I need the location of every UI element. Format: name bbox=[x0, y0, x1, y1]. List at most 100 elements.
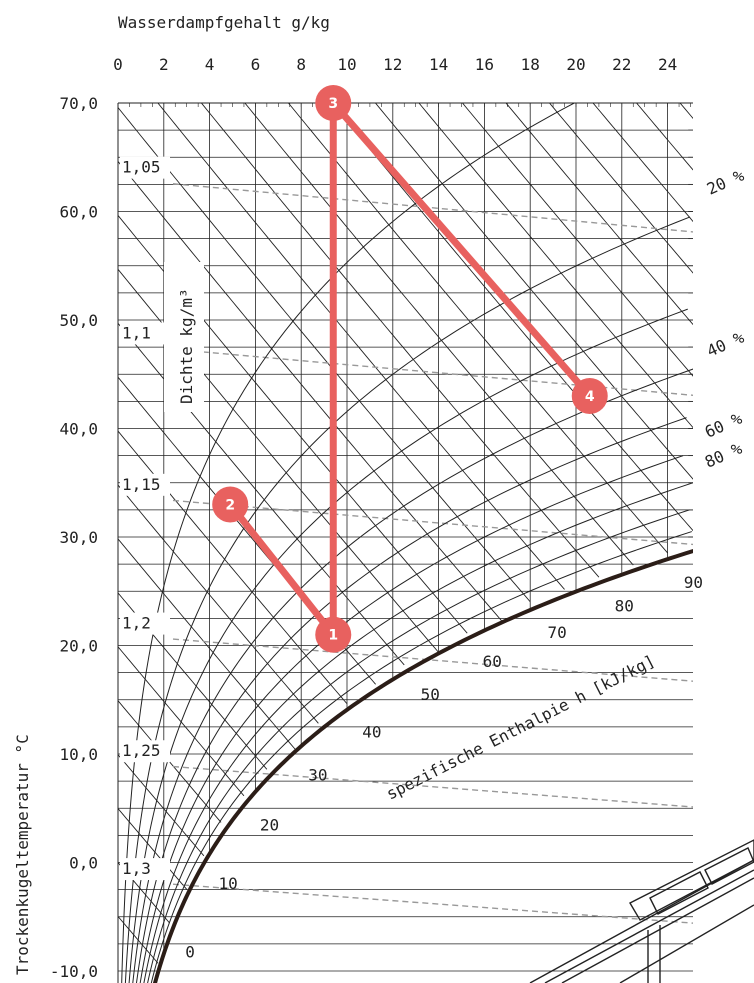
enthalpy-line bbox=[118, 430, 348, 705]
density-tick-label: 1,05 bbox=[122, 158, 161, 177]
rh-label: 40 % bbox=[704, 327, 747, 360]
y-tick-label: 0,0 bbox=[69, 854, 98, 873]
tick-labels: 20 % 40 % 60 %80 % 0 10 20 30 40 50 60 70 80 90 1,05 1… bbox=[50, 55, 747, 981]
rh-curve bbox=[121, 103, 576, 983]
enthalpy-tick-label: 80 bbox=[615, 597, 634, 616]
x-tick-label: 18 bbox=[521, 55, 540, 74]
density-label-bg bbox=[120, 858, 170, 881]
x-tick-label: 2 bbox=[159, 55, 169, 74]
density-tick-label: 1,15 bbox=[122, 475, 161, 494]
enthalpy-tick-label: 40 bbox=[362, 723, 381, 742]
rh-curve bbox=[135, 417, 687, 983]
y-tick-label: 10,0 bbox=[59, 745, 98, 764]
y-tick-label: 50,0 bbox=[59, 311, 98, 330]
enthalpy-line bbox=[244, 103, 634, 566]
x-tick-label: 0 bbox=[113, 55, 123, 74]
enthalpy-line bbox=[679, 103, 693, 120]
density-tick-label: 1,2 bbox=[122, 614, 151, 633]
density-line bbox=[172, 348, 693, 396]
enthalpy-line bbox=[157, 103, 565, 590]
building-illustration bbox=[529, 839, 754, 983]
enthalpy-tick-label: 60 bbox=[483, 652, 502, 671]
density-label-bg bbox=[120, 612, 170, 635]
process-line bbox=[226, 500, 337, 639]
enthalpy-line bbox=[118, 161, 502, 622]
enthalpy-tick-label: 10 bbox=[219, 874, 238, 893]
state-point-marker bbox=[571, 377, 608, 414]
state-point-label: 2 bbox=[225, 497, 235, 513]
density-line bbox=[172, 183, 693, 233]
density-tick-label: 1,1 bbox=[122, 323, 151, 342]
process-lines bbox=[226, 99, 594, 639]
density-lines bbox=[172, 183, 693, 924]
relative-humidity-curves bbox=[121, 103, 693, 983]
x-tick-label: 14 bbox=[429, 55, 448, 74]
density-label-bg bbox=[120, 156, 170, 179]
enthalpy-tick-label: 30 bbox=[308, 766, 327, 785]
state-point-marker bbox=[212, 486, 249, 523]
x-tick-label: 6 bbox=[251, 55, 261, 74]
y-tick-label: -10,0 bbox=[50, 962, 98, 981]
state-point-label: 4 bbox=[585, 389, 595, 405]
density-lines-group bbox=[172, 183, 693, 924]
enthalpy-line bbox=[635, 103, 693, 171]
x-axis-title: Wasserdampfgehalt g/kg bbox=[118, 13, 330, 32]
density-tick-label: 1,25 bbox=[122, 741, 161, 760]
density-label-bg bbox=[120, 322, 170, 345]
y-axis-title: Trockenkugeltemperatur °C bbox=[13, 734, 32, 975]
rh-curve bbox=[139, 455, 684, 983]
density-line bbox=[172, 499, 693, 546]
state-point-label: 3 bbox=[328, 96, 338, 112]
rh-label: 80 % bbox=[702, 438, 745, 471]
state-point-marker bbox=[315, 616, 352, 653]
rh-curves-group bbox=[121, 103, 693, 983]
y-tick-label: 60,0 bbox=[59, 203, 98, 222]
saturation-line bbox=[152, 548, 693, 983]
density-line bbox=[172, 765, 693, 808]
density-line bbox=[172, 883, 693, 924]
y-tick-label: 70,0 bbox=[59, 94, 98, 113]
enthalpy-line bbox=[118, 484, 319, 724]
enthalpy-line bbox=[200, 103, 600, 578]
rh-curve bbox=[143, 482, 693, 983]
rh-label: 20 % bbox=[704, 165, 747, 198]
enthalpy-line bbox=[118, 538, 296, 750]
rh-curve bbox=[128, 308, 688, 983]
x-tick-label: 16 bbox=[475, 55, 494, 74]
enthalpy-lines bbox=[118, 103, 693, 964]
y-tick-label: 30,0 bbox=[59, 528, 98, 547]
saturation-curve bbox=[152, 548, 693, 983]
x-tick-label: 4 bbox=[205, 55, 215, 74]
rh-label: 60 % bbox=[702, 408, 745, 441]
enthalpy-tick-label: 70 bbox=[547, 623, 566, 642]
rh-curve bbox=[150, 531, 692, 983]
density-label-bg bbox=[120, 740, 170, 763]
enthalpy-line bbox=[118, 754, 205, 857]
y-tick-label: 20,0 bbox=[59, 637, 98, 656]
x-tick-label: 24 bbox=[658, 55, 677, 74]
density-line bbox=[172, 638, 693, 682]
enthalpy-line bbox=[118, 107, 531, 603]
state-point-label: 1 bbox=[328, 628, 338, 644]
enthalpy-line bbox=[592, 103, 693, 223]
density-axis-title: Dichte kg/m³ bbox=[177, 288, 196, 404]
enthalpy-line bbox=[418, 103, 693, 429]
x-tick-label: 10 bbox=[337, 55, 356, 74]
enthalpy-tick-label: 90 bbox=[684, 573, 703, 592]
enthalpy-line bbox=[374, 103, 693, 480]
x-tick-label: 22 bbox=[612, 55, 631, 74]
enthalpy-line bbox=[548, 103, 693, 274]
x-tick-label: 20 bbox=[566, 55, 585, 74]
rh-curve bbox=[132, 368, 693, 983]
state-points: 1 2 3 4 bbox=[212, 85, 608, 653]
density-label-bg bbox=[120, 473, 170, 496]
rh-curve bbox=[147, 509, 690, 983]
enthalpy-tick-label: 50 bbox=[421, 685, 440, 704]
enthalpy-line bbox=[461, 103, 693, 377]
process-line bbox=[329, 99, 594, 400]
enthalpy-axis-title: spezifische Enthalpie h [kJ/kg] bbox=[383, 651, 658, 804]
x-tick-label: 8 bbox=[296, 55, 306, 74]
enthalpy-tick-label: 20 bbox=[260, 815, 279, 834]
state-point-marker bbox=[315, 85, 352, 121]
y-tick-label: 40,0 bbox=[59, 420, 98, 439]
